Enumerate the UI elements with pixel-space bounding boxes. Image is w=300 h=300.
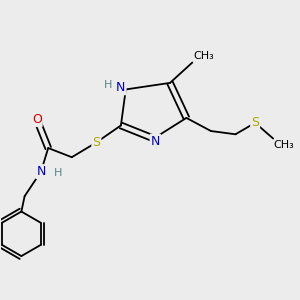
Text: CH₃: CH₃ xyxy=(274,140,295,150)
Text: O: O xyxy=(32,113,42,126)
Text: S: S xyxy=(92,136,100,149)
Text: S: S xyxy=(251,116,259,129)
Text: CH₃: CH₃ xyxy=(193,51,214,61)
Text: N: N xyxy=(116,81,126,94)
Text: N: N xyxy=(151,135,160,148)
Text: H: H xyxy=(103,80,112,89)
Text: N: N xyxy=(36,165,46,178)
Text: H: H xyxy=(53,168,62,178)
